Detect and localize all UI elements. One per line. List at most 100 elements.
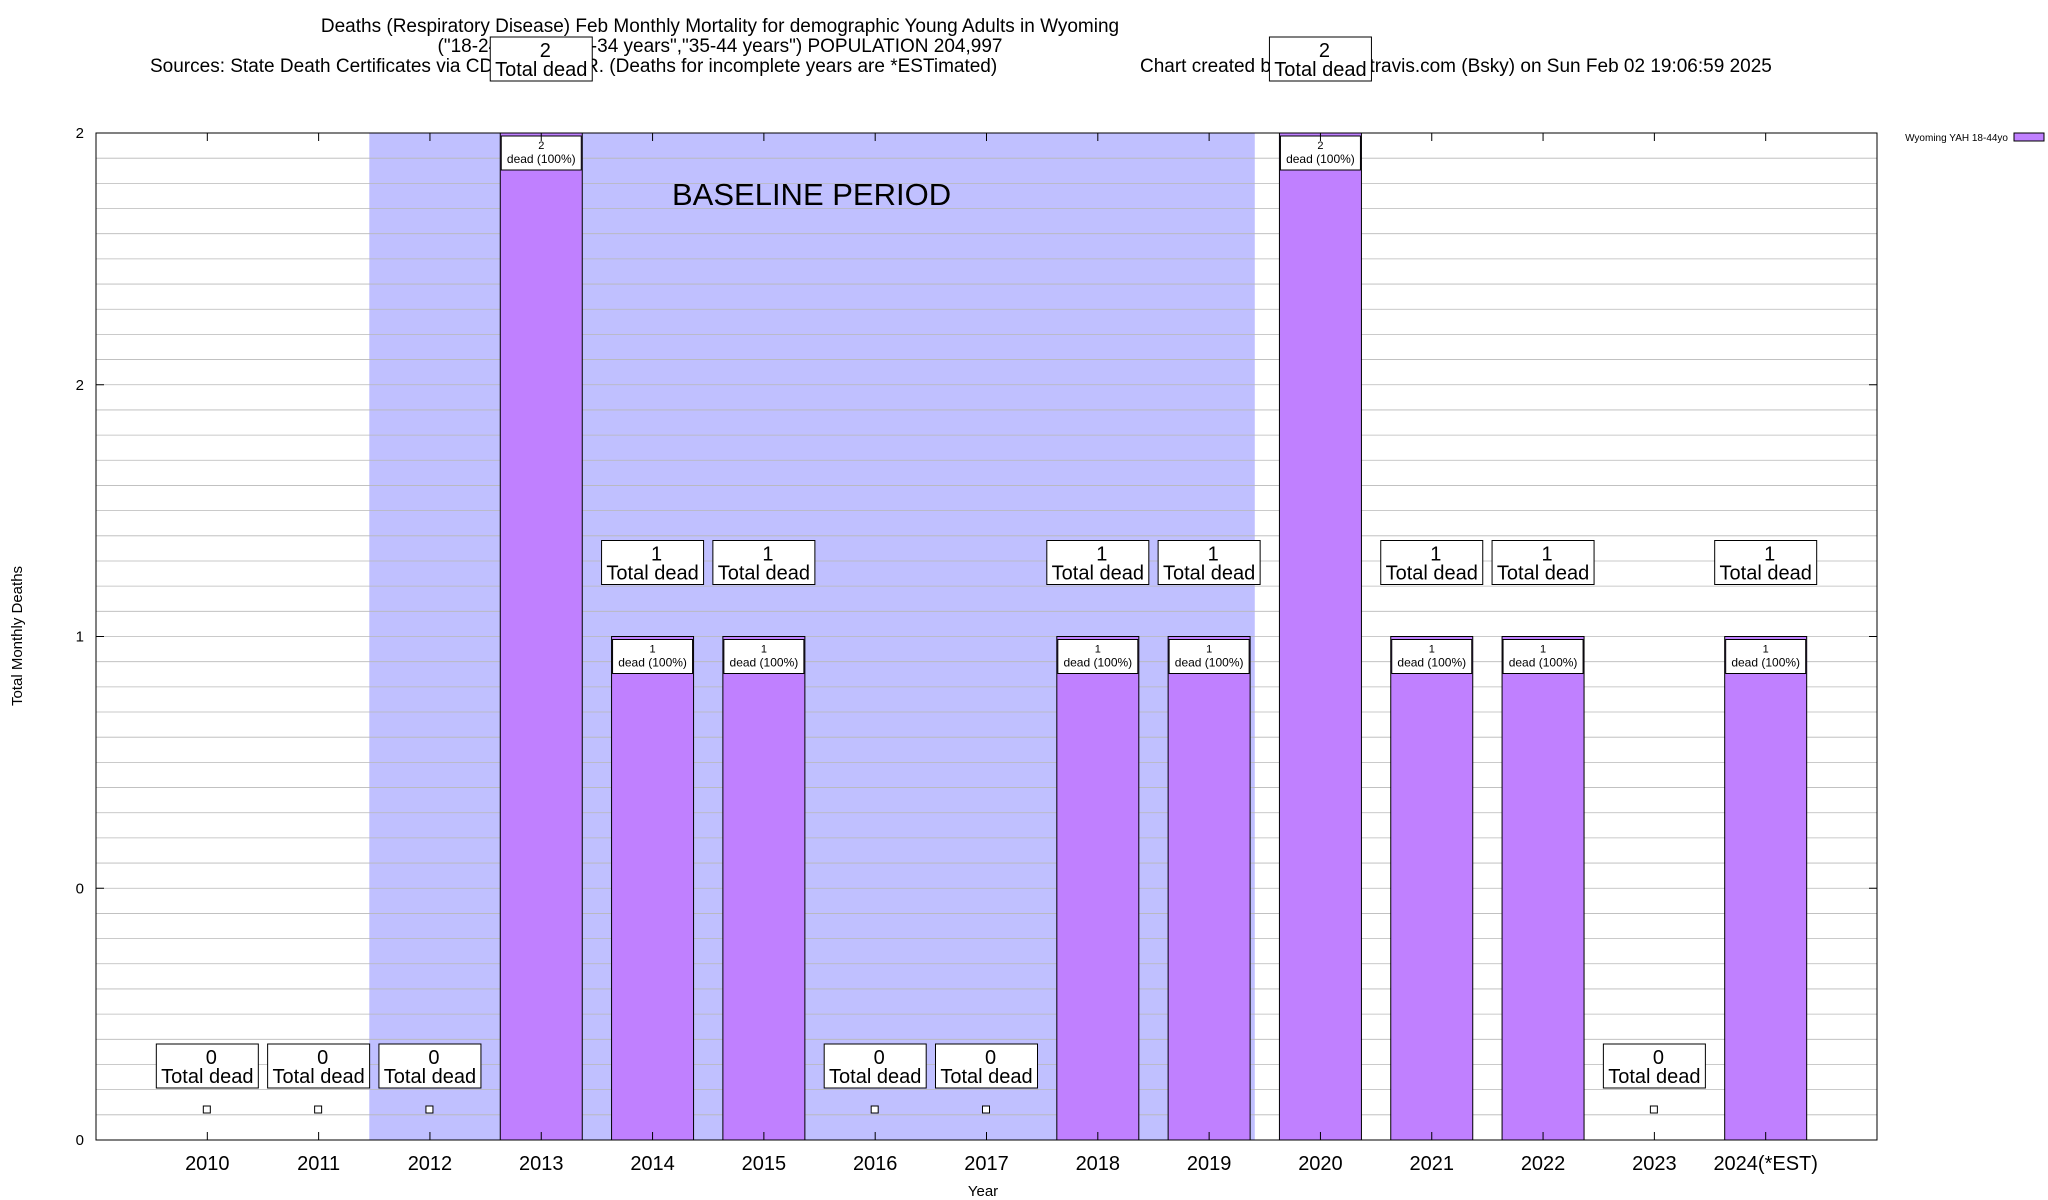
- bar-label-box: [1057, 639, 1139, 674]
- total-label-box: [1602, 1043, 1706, 1089]
- zero-marker: [314, 1105, 323, 1114]
- total-value-label: 0: [985, 1047, 996, 1069]
- total-label-box: [378, 1043, 482, 1089]
- total-suffix-label: Total dead: [161, 1066, 253, 1088]
- bar-label-box: [1279, 135, 1361, 171]
- bar-suffix-label: dead (100%): [1397, 656, 1466, 670]
- bar-suffix-label: dead (100%): [1286, 152, 1355, 166]
- x-tick-label: 2022: [1521, 1153, 1566, 1175]
- total-label-box: [1046, 540, 1150, 585]
- bar-label-box: [1168, 639, 1250, 674]
- total-suffix-label: Total dead: [272, 1066, 364, 1088]
- total-suffix-label: Total dead: [606, 563, 698, 585]
- total-suffix-label: Total dead: [1274, 59, 1366, 81]
- bar-value-label: 2: [1317, 140, 1323, 152]
- bar-value-label: 1: [1095, 644, 1101, 656]
- x-tick-label: 2011: [297, 1153, 340, 1175]
- x-tick-label: 2017: [964, 1153, 1009, 1175]
- legend: Wyoming YAH 18-44yo: [1905, 132, 2045, 144]
- bar-value-label: 1: [761, 644, 767, 656]
- total-value-label: 1: [1430, 544, 1441, 566]
- y-axis-label: Total Monthly Deaths: [9, 566, 26, 706]
- bar-label-box: [1502, 639, 1584, 674]
- total-label-box: [267, 1043, 371, 1089]
- total-value-label: 1: [1764, 544, 1775, 566]
- y-tick-label: 0: [76, 1132, 84, 1149]
- bar-value-label: 2: [538, 140, 544, 152]
- total-suffix-label: Total dead: [940, 1066, 1032, 1088]
- bar-value-label: 1: [650, 644, 656, 656]
- bar-label-box: [612, 639, 694, 674]
- total-value-label: 2: [540, 40, 551, 62]
- bar-suffix-label: dead (100%): [507, 152, 576, 166]
- bar-value-label: 1: [1429, 644, 1435, 656]
- bar-suffix-label: dead (100%): [618, 656, 687, 670]
- x-tick-label: 2018: [1076, 1153, 1121, 1175]
- bar-suffix-label: dead (100%): [1731, 656, 1800, 670]
- total-value-label: 1: [651, 544, 662, 566]
- total-value-label: 0: [1653, 1047, 1664, 1069]
- bar: [611, 636, 695, 1141]
- total-label-box: [489, 36, 593, 82]
- y-tick-label: 0: [76, 880, 84, 897]
- total-suffix-label: Total dead: [495, 59, 587, 81]
- total-value-label: 0: [874, 1047, 885, 1069]
- total-label-box: [1268, 36, 1372, 82]
- total-label-box: [1491, 540, 1595, 585]
- total-label-box: [823, 1043, 927, 1089]
- total-label-box: [155, 1043, 259, 1089]
- zero-marker: [870, 1105, 879, 1114]
- x-axis-label: Year: [968, 1183, 998, 1200]
- x-tick-label: 2023: [1632, 1153, 1677, 1175]
- total-value-label: 1: [762, 544, 773, 566]
- bar-label-box: [1725, 639, 1807, 674]
- total-label-box: [1714, 540, 1818, 585]
- total-value-label: 2: [1319, 40, 1330, 62]
- zero-marker: [982, 1105, 990, 1114]
- x-tick-label: 2013: [519, 1153, 564, 1175]
- total-label-box: [712, 540, 816, 585]
- total-value-label: 1: [1096, 544, 1107, 566]
- total-suffix-label: Total dead: [1052, 563, 1144, 585]
- legend-swatch: [2013, 132, 2045, 142]
- chart-title: Deaths (Respiratory Disease) Feb Monthly…: [321, 16, 1119, 37]
- bar: [499, 132, 583, 1141]
- total-label-box: [1157, 540, 1261, 585]
- total-suffix-label: Total dead: [1497, 563, 1589, 585]
- bar: [1056, 636, 1140, 1141]
- total-value-label: 0: [428, 1047, 439, 1069]
- total-suffix-label: Total dead: [718, 563, 810, 585]
- x-tick-label: 2010: [185, 1153, 230, 1175]
- total-value-label: 0: [206, 1047, 217, 1069]
- x-tick-label: 2015: [742, 1153, 787, 1175]
- total-value-label: 0: [317, 1047, 328, 1069]
- zero-marker: [1649, 1105, 1658, 1114]
- total-suffix-label: Total dead: [384, 1066, 476, 1088]
- total-label-box: [601, 540, 705, 585]
- bar: [1724, 636, 1808, 1141]
- bar-suffix-label: dead (100%): [1175, 656, 1244, 670]
- bar: [1390, 636, 1474, 1141]
- bar: [1501, 636, 1585, 1141]
- total-value-label: 1: [1208, 544, 1219, 566]
- bar-label-box: [1391, 639, 1473, 674]
- bar: [1278, 132, 1362, 1141]
- x-tick-label: 2012: [408, 1153, 453, 1175]
- bar-value-label: 1: [1540, 644, 1546, 656]
- y-tick-label: 2: [76, 377, 84, 394]
- bar: [722, 636, 806, 1141]
- x-tick-label: 2019: [1187, 1153, 1232, 1175]
- total-label-box: [1380, 540, 1484, 585]
- bar-suffix-label: dead (100%): [1063, 656, 1132, 670]
- x-tick-label: 2021: [1410, 1153, 1455, 1175]
- bar-suffix-label: dead (100%): [730, 656, 799, 670]
- x-tick-label: 2016: [853, 1153, 898, 1175]
- y-tick-label: 2: [76, 125, 84, 142]
- bar-label-box: [723, 639, 805, 674]
- x-tick-label: 2014: [630, 1153, 675, 1175]
- x-tick-label: 2024(*EST): [1713, 1153, 1818, 1175]
- y-tick-label: 1: [76, 629, 84, 646]
- legend-label: Wyoming YAH 18-44yo: [1905, 133, 2008, 144]
- bar-suffix-label: dead (100%): [1509, 656, 1578, 670]
